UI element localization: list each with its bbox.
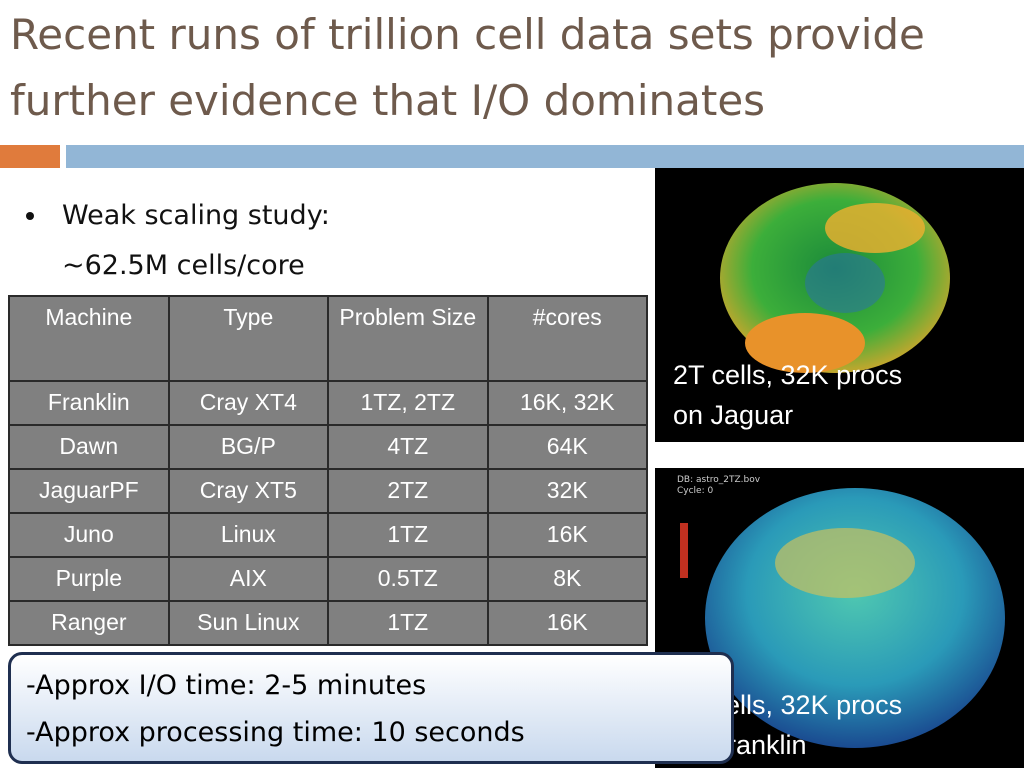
- table-cell: JaguarPF: [8, 468, 170, 514]
- header-cell: Type: [167, 295, 329, 382]
- callout-box: [8, 652, 734, 764]
- table-cell: 1TZ: [326, 600, 489, 646]
- table-row: Machine Type Problem Size #cores: [8, 295, 649, 382]
- machine-table: Machine Type Problem Size #cores Franklin Cra…: [8, 295, 649, 646]
- table-cell: Ranger: [8, 600, 170, 646]
- header-cell: Machine: [8, 295, 170, 382]
- table-cell: Sun Linux: [167, 600, 329, 646]
- title: further evidence that I/O dominates: [10, 76, 766, 125]
- table-cell: 64K: [486, 424, 649, 470]
- bullet-text: ~62.5M cells/core: [62, 250, 305, 281]
- accent-bar: [66, 145, 1024, 168]
- table-cell: 4TZ: [326, 424, 489, 470]
- table-cell: 8K: [486, 556, 649, 602]
- table-row: Purple AIX 0.5TZ 8K: [8, 556, 649, 602]
- image-jaguar: [655, 168, 1024, 442]
- table-row: Dawn BG/P 4TZ 64K: [8, 424, 649, 470]
- table-cell: 0.5TZ: [326, 556, 489, 602]
- bullet-dot: [26, 212, 34, 220]
- image-franklin: DB: astro_2TZ.bov Cycle: 0: [655, 468, 1024, 768]
- table-cell: 16K, 32K: [486, 380, 649, 426]
- table-cell: Cray XT5: [167, 468, 329, 514]
- callout-text: -Approx I/O time: 2-5 minutes: [26, 670, 427, 701]
- table-cell: Cray XT4: [167, 380, 329, 426]
- image-overlay-text: DB: astro_2TZ.bov: [677, 475, 761, 485]
- accent-bar: [0, 145, 60, 168]
- table-cell: AIX: [167, 556, 329, 602]
- header-cell: Problem Size: [326, 295, 489, 382]
- table-cell: Linux: [167, 512, 329, 558]
- callout-text: -Approx processing time: 10 seconds: [26, 717, 525, 748]
- table-row: JaguarPF Cray XT5 2TZ 32K: [8, 468, 649, 514]
- image-overlay-text: Cycle: 0: [677, 486, 713, 496]
- bullet-text: Weak scaling study:: [62, 200, 330, 231]
- table-cell: 32K: [486, 468, 649, 514]
- table-cell: Juno: [8, 512, 170, 558]
- table-cell: 2TZ: [326, 468, 489, 514]
- image-caption: on Jaguar: [673, 400, 794, 430]
- table-cell: Dawn: [8, 424, 170, 470]
- image-caption: 2T cells, 32K procs: [673, 360, 903, 390]
- table-cell: 16K: [486, 600, 649, 646]
- table-cell: 1TZ: [326, 512, 489, 558]
- title: Recent runs of trillion cell data sets p…: [10, 10, 925, 59]
- table-cell: Purple: [8, 556, 170, 602]
- table-row: Juno Linux 1TZ 16K: [8, 512, 649, 558]
- table-row: Ranger Sun Linux 1TZ 16K: [8, 600, 649, 646]
- table-cell: 16K: [486, 512, 649, 558]
- table-cell: 1TZ, 2TZ: [326, 380, 489, 426]
- table-row: Franklin Cray XT4 1TZ, 2TZ 16K, 32K: [8, 380, 649, 426]
- table-cell: Franklin: [8, 380, 170, 426]
- header-cell: #cores: [486, 295, 649, 382]
- table-cell: BG/P: [167, 424, 329, 470]
